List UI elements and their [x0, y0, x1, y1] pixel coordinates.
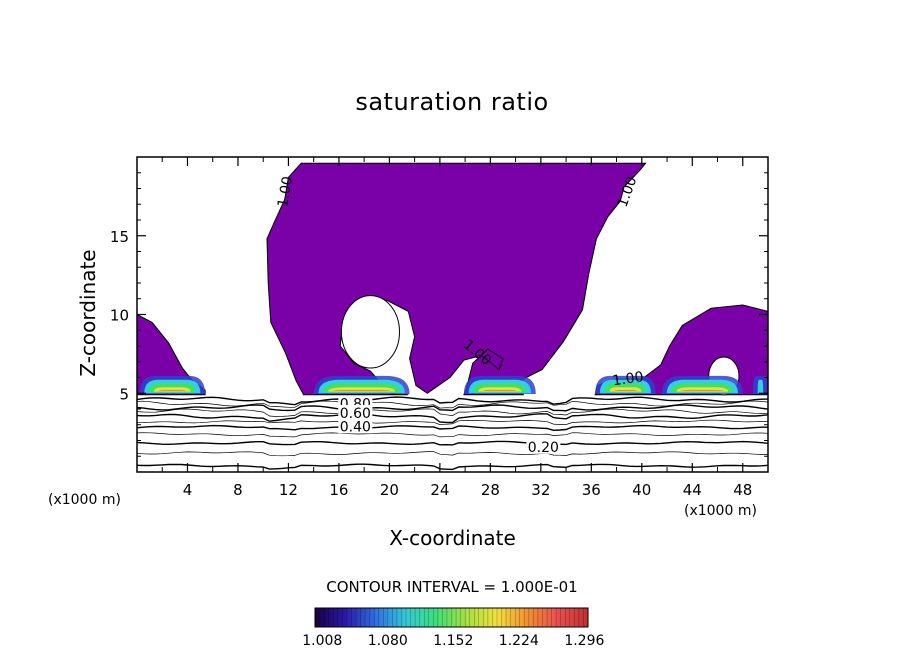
colorbar-tick-label: 1.080: [368, 633, 408, 649]
contour-label-backing: [338, 404, 373, 420]
contour-label: 0.20: [528, 440, 559, 456]
cloud-core-band: [681, 390, 724, 391]
cloud-core-layer: [139, 375, 768, 395]
contour-line: [136, 419, 769, 425]
y-tick-label: 5: [119, 385, 129, 403]
cloud-core-2: [313, 375, 410, 395]
x-tick-label: 12: [279, 481, 298, 499]
x-tick-label: 36: [582, 481, 601, 499]
contour-label: 0.60: [340, 406, 371, 422]
contour-line: [136, 404, 769, 412]
x-tick-label: 16: [329, 481, 348, 499]
cloud-core-band: [614, 390, 637, 391]
contour-line: [136, 396, 769, 406]
cloud-core-band: [328, 387, 396, 392]
y-tick-label: 10: [110, 307, 129, 325]
y-tick-label: 15: [110, 228, 129, 246]
y-axis-label: Z-coordinate: [76, 249, 100, 377]
cloud-core-4: [595, 375, 656, 395]
colorbar: 1.008 1.080 1.152 1.224 1.296: [302, 607, 604, 649]
x-tick-label: 32: [531, 481, 550, 499]
x-tick-label: 44: [683, 481, 702, 499]
x-axis-label: X-coordinate: [389, 526, 516, 550]
x-tick-label: 24: [430, 481, 449, 499]
contour-label-backing: [338, 418, 373, 434]
contour-line-layer: [136, 396, 769, 471]
cloud-core-band: [757, 379, 764, 394]
colorbar-tick-label: 1.224: [499, 633, 539, 649]
central-anvil-region: [266, 162, 647, 396]
x-tick-label: 40: [632, 481, 651, 499]
contour-label-backing: [526, 438, 561, 454]
cloud-core-band: [158, 390, 186, 391]
cloud-core-band: [483, 390, 517, 391]
colorbar-tick-label: 1.008: [302, 633, 342, 649]
cloud-core-6: [752, 375, 768, 395]
central-clear-hole: [340, 295, 400, 369]
x-tick-label: 8: [233, 481, 243, 499]
cloud-core-band: [478, 387, 522, 392]
cloud-core-5: [661, 375, 743, 395]
contour-line: [136, 424, 768, 432]
contour-line: [136, 463, 769, 471]
contour-label: 0.40: [340, 419, 371, 435]
chart-title: saturation ratio: [355, 88, 549, 116]
x-unit-label-left: (x1000 m): [48, 492, 121, 508]
colorbar-tick-label: 1.296: [564, 633, 604, 649]
x-tick-label: 4: [183, 481, 193, 499]
x-tick-label: 28: [481, 481, 500, 499]
cloud-core-band: [153, 387, 191, 392]
contour-line: [136, 432, 769, 438]
colorbar-tick-label: 1.152: [433, 633, 473, 649]
cloud-core-3: [463, 375, 536, 395]
contour-interval-text: CONTOUR INTERVAL = 1.000E-01: [326, 578, 578, 596]
contour-label: 1.00: [275, 175, 296, 208]
x-tick-label: 48: [733, 481, 752, 499]
cloud-core-band: [676, 387, 729, 392]
contour-line: [136, 412, 769, 424]
cloud-core-band: [332, 390, 391, 391]
cloud-core-1: [139, 375, 206, 395]
supersaturated-fill-layer: [136, 162, 769, 396]
x-unit-label-right: (x1000 m): [684, 503, 757, 519]
contour-line: [136, 440, 769, 446]
x-tick-label: 20: [380, 481, 399, 499]
contour-line: [136, 408, 769, 417]
contour-line: [136, 451, 768, 457]
contour-label: 1.00: [612, 369, 645, 389]
